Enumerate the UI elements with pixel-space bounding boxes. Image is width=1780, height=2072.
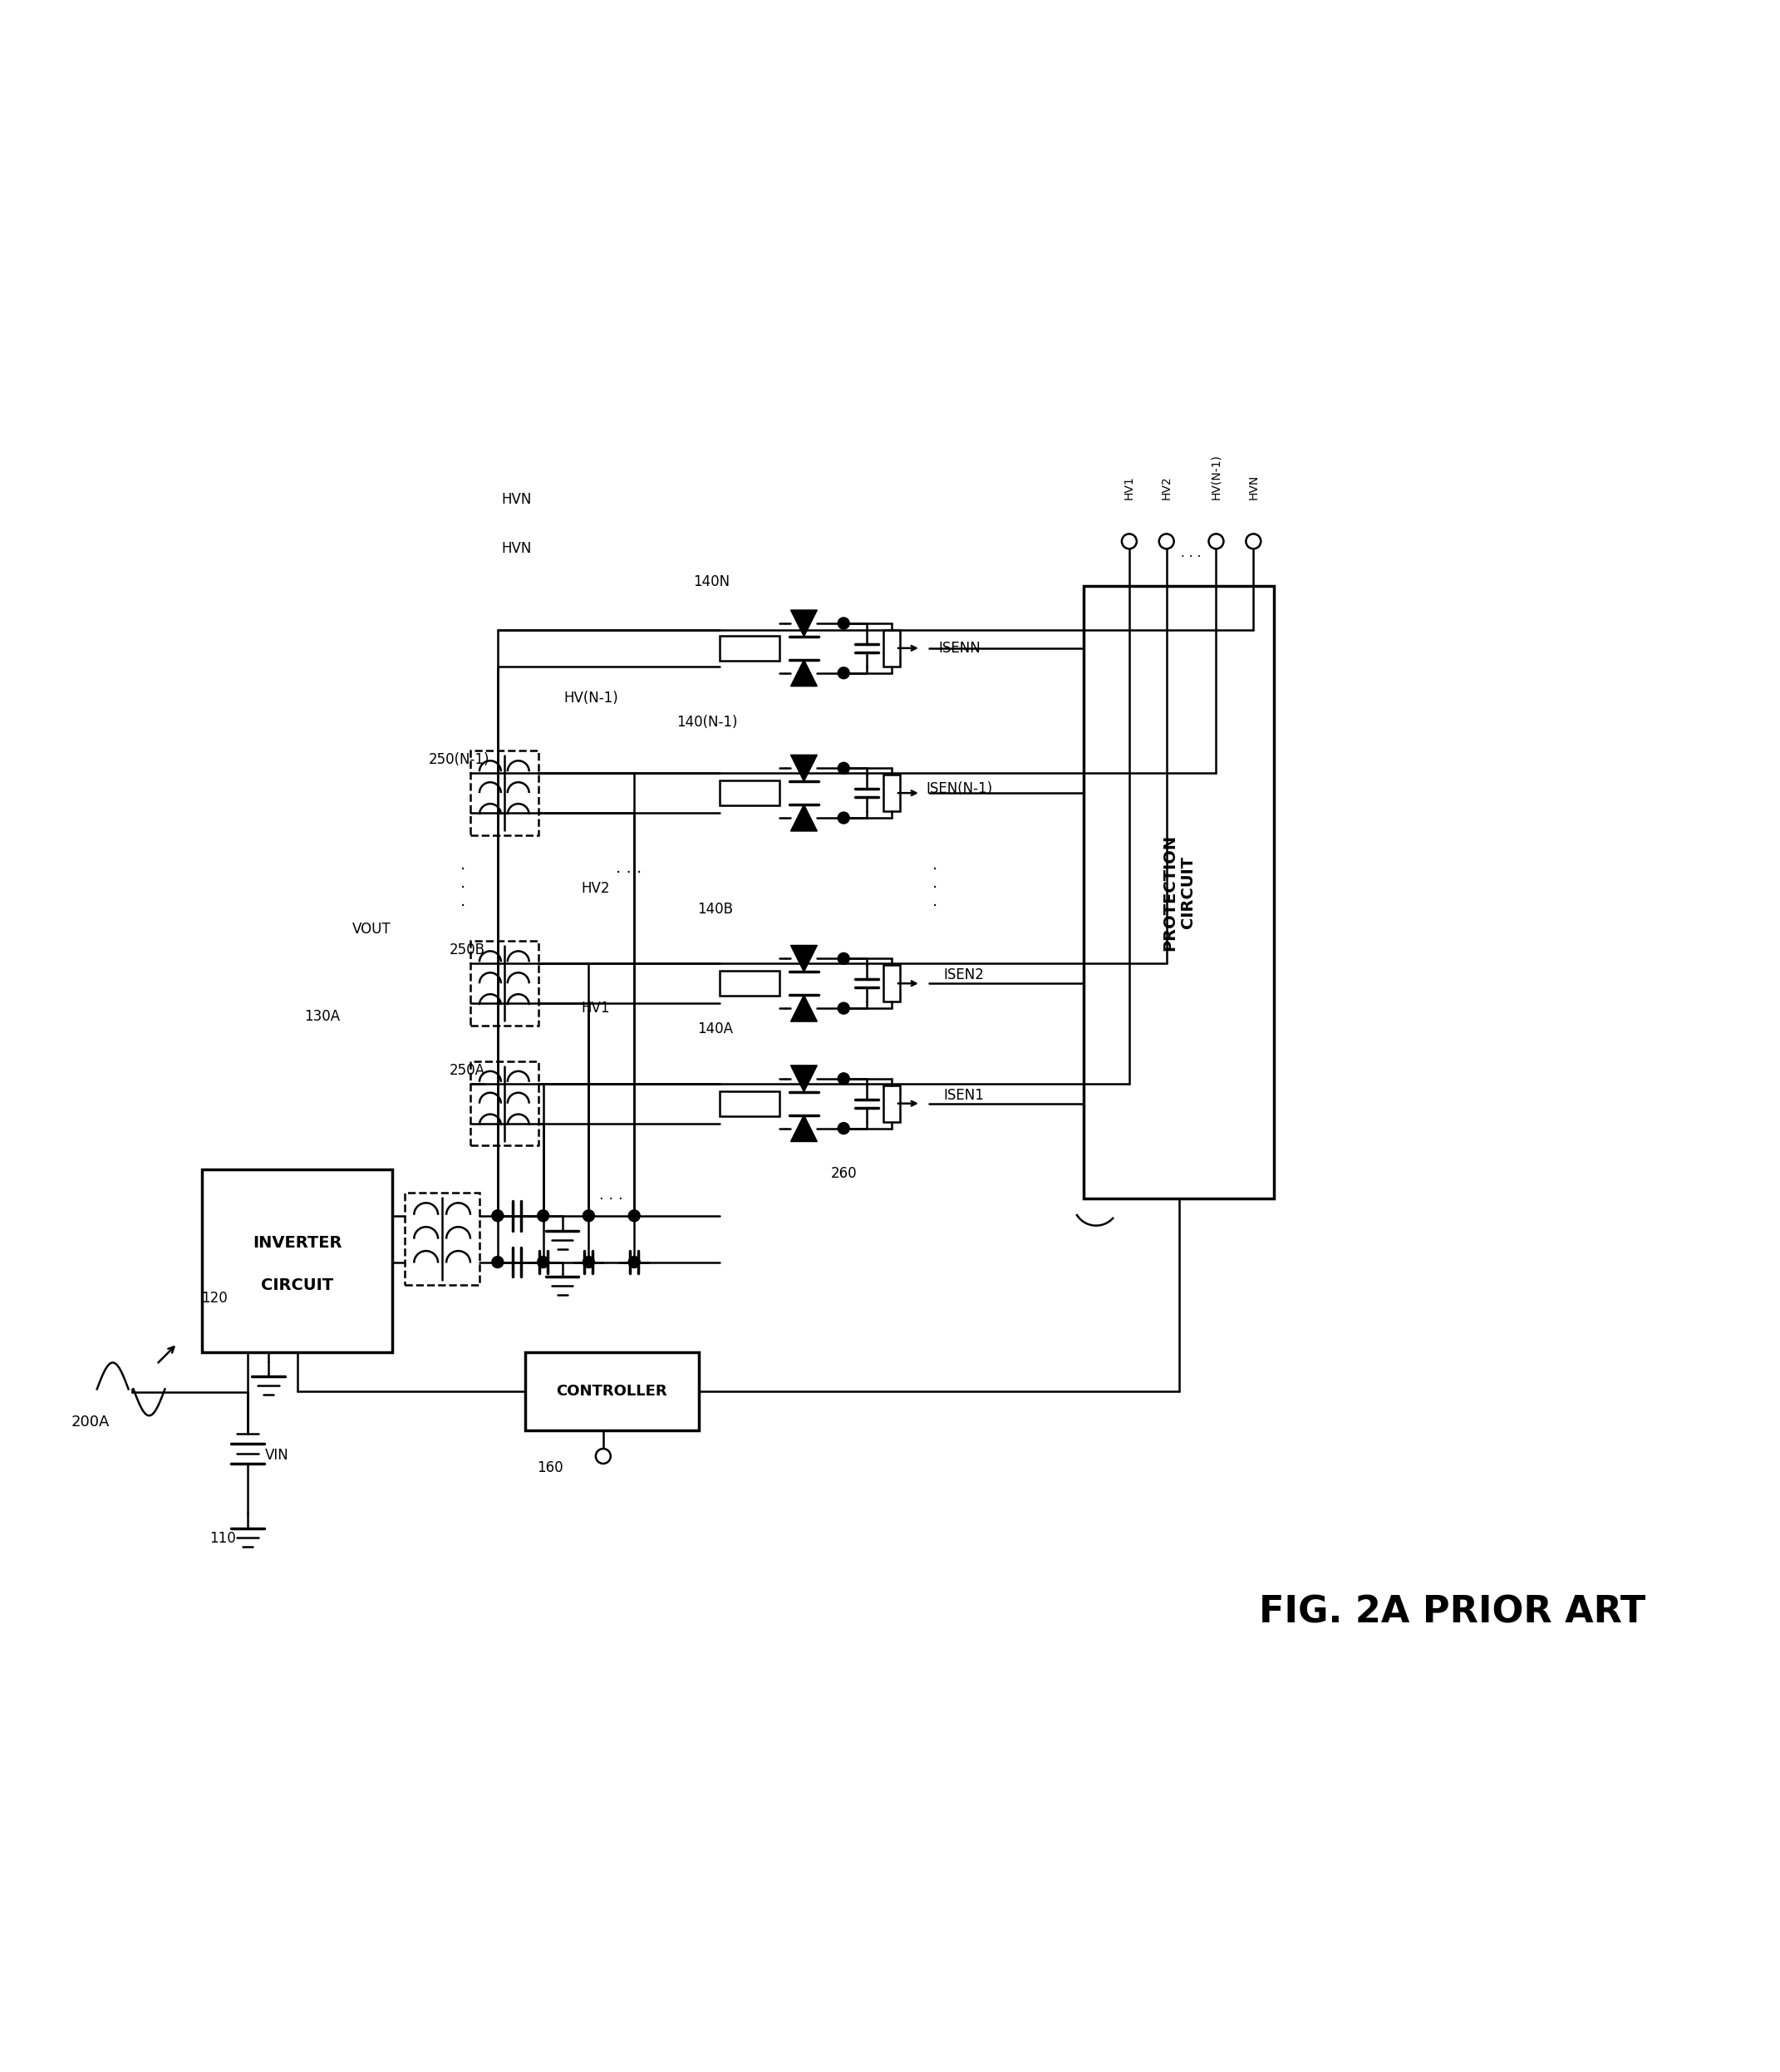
Circle shape [582, 1256, 595, 1268]
Circle shape [838, 762, 849, 775]
Bar [470, 941, 538, 1026]
Text: HVN: HVN [502, 541, 532, 555]
Text: VIN: VIN [265, 1448, 288, 1463]
Text: CIRCUIT: CIRCUIT [262, 1278, 333, 1293]
Bar [883, 1086, 901, 1121]
Circle shape [538, 1210, 548, 1222]
Circle shape [491, 1256, 504, 1268]
Text: 140(N-1): 140(N-1) [676, 715, 737, 729]
Text: CONTROLLER: CONTROLLER [557, 1384, 668, 1399]
Text: . . .: . . . [616, 860, 643, 876]
Text: ISEN2: ISEN2 [943, 968, 984, 982]
Bar [404, 1193, 479, 1285]
Bar [883, 775, 901, 812]
Text: 120: 120 [201, 1291, 228, 1305]
Circle shape [838, 1123, 849, 1133]
Circle shape [1121, 535, 1137, 549]
Circle shape [838, 953, 849, 963]
Polygon shape [790, 945, 817, 972]
Bar [719, 781, 780, 806]
Bar [470, 1061, 538, 1146]
Text: HV(N-1): HV(N-1) [564, 690, 618, 704]
Bar [525, 1351, 700, 1430]
Text: ·
·
·: · · · [461, 862, 465, 914]
Bar [719, 972, 780, 997]
Circle shape [1246, 535, 1260, 549]
Circle shape [582, 1210, 595, 1222]
Circle shape [596, 1448, 611, 1463]
Polygon shape [790, 995, 817, 1021]
Bar [470, 750, 538, 835]
Bar [719, 1092, 780, 1117]
Text: 250B: 250B [449, 943, 484, 957]
Circle shape [628, 1256, 641, 1268]
Text: HVN: HVN [1248, 474, 1258, 499]
Text: 260: 260 [831, 1167, 856, 1181]
Polygon shape [790, 1115, 817, 1142]
Text: HV1: HV1 [580, 1001, 609, 1015]
Bar [203, 1171, 393, 1351]
Text: HV2: HV2 [580, 881, 609, 895]
Text: . . .: . . . [600, 1187, 623, 1202]
Circle shape [1159, 535, 1175, 549]
Text: ISENN: ISENN [938, 640, 981, 655]
Text: 110: 110 [210, 1531, 237, 1546]
Text: 140B: 140B [698, 901, 733, 916]
Polygon shape [790, 659, 817, 686]
Text: HVN: HVN [502, 491, 532, 506]
Polygon shape [790, 609, 817, 636]
Circle shape [838, 812, 849, 825]
Text: ISEN(N-1): ISEN(N-1) [926, 781, 993, 796]
Circle shape [838, 1073, 849, 1084]
Text: 130A: 130A [304, 1009, 340, 1024]
Text: 140N: 140N [692, 574, 730, 588]
Text: 250A: 250A [449, 1063, 484, 1077]
Bar [883, 630, 901, 667]
Circle shape [1209, 535, 1223, 549]
Text: HV1: HV1 [1123, 474, 1136, 499]
Polygon shape [790, 804, 817, 831]
Text: 160: 160 [536, 1461, 562, 1475]
Bar [719, 636, 780, 661]
Text: 140A: 140A [698, 1021, 733, 1036]
Polygon shape [790, 1065, 817, 1092]
Text: ISEN1: ISEN1 [943, 1088, 984, 1102]
Circle shape [538, 1256, 548, 1268]
Bar [883, 966, 901, 1001]
Text: 200A: 200A [71, 1415, 110, 1430]
Text: INVERTER: INVERTER [253, 1235, 342, 1251]
Bar [1084, 586, 1274, 1200]
Circle shape [838, 617, 849, 630]
Circle shape [838, 667, 849, 680]
Text: 250(N-1): 250(N-1) [429, 752, 490, 767]
Text: FIG. 2A PRIOR ART: FIG. 2A PRIOR ART [1258, 1595, 1645, 1631]
Text: PROTECTION
CIRCUIT: PROTECTION CIRCUIT [1162, 835, 1196, 951]
Text: · · ·: · · · [1182, 551, 1202, 564]
Text: ·
·
·: · · · [933, 862, 938, 914]
Circle shape [491, 1210, 504, 1222]
Circle shape [838, 1003, 849, 1013]
Circle shape [628, 1210, 641, 1222]
Polygon shape [790, 754, 817, 781]
Text: HV(N-1): HV(N-1) [1210, 454, 1221, 499]
Text: HV2: HV2 [1161, 474, 1173, 499]
Text: VOUT: VOUT [352, 922, 392, 937]
